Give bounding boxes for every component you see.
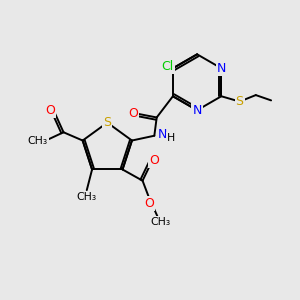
Text: H: H [167, 133, 175, 143]
Text: O: O [128, 107, 138, 120]
Text: O: O [45, 104, 55, 117]
Text: O: O [144, 197, 154, 210]
Text: CH₃: CH₃ [77, 192, 97, 202]
Text: CH₃: CH₃ [28, 136, 48, 146]
Text: S: S [103, 116, 111, 129]
Text: N: N [192, 104, 202, 117]
Text: N: N [217, 62, 226, 75]
Text: N: N [158, 128, 167, 141]
Text: O: O [149, 154, 159, 166]
Text: Cl: Cl [161, 60, 174, 73]
Text: S: S [236, 95, 244, 108]
Text: CH₃: CH₃ [151, 217, 171, 227]
